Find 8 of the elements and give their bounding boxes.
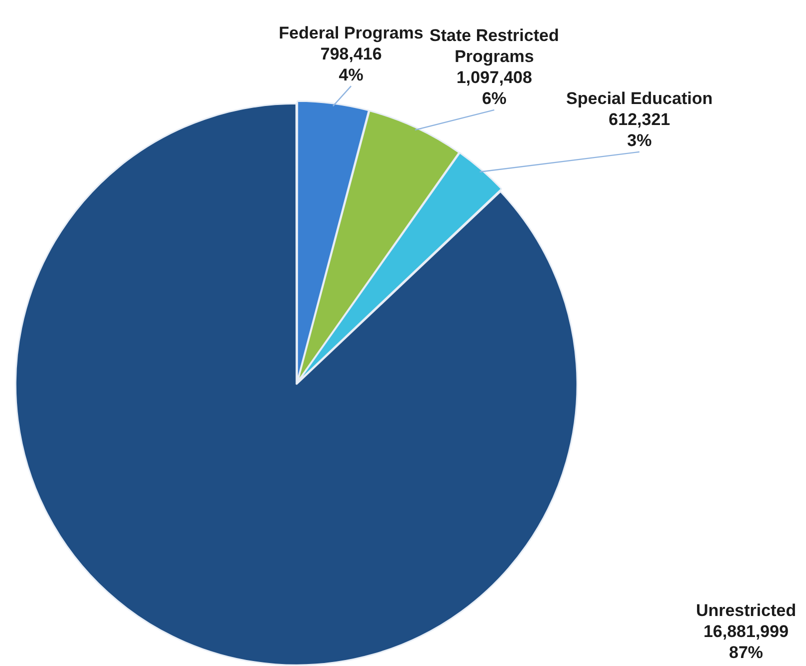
data-label: 16,881,999 87%	[703, 622, 789, 662]
data-label: 1,097,408 6%	[456, 68, 532, 108]
slice-label: State Restricted Programs	[430, 26, 559, 66]
data-label: 798,416 4%	[320, 44, 382, 84]
data-label: 612,321 3%	[608, 110, 670, 150]
slice-label: Unrestricted	[696, 601, 796, 620]
slice-label: Federal Programs	[278, 23, 424, 42]
slice-label: Special Education	[566, 89, 713, 108]
